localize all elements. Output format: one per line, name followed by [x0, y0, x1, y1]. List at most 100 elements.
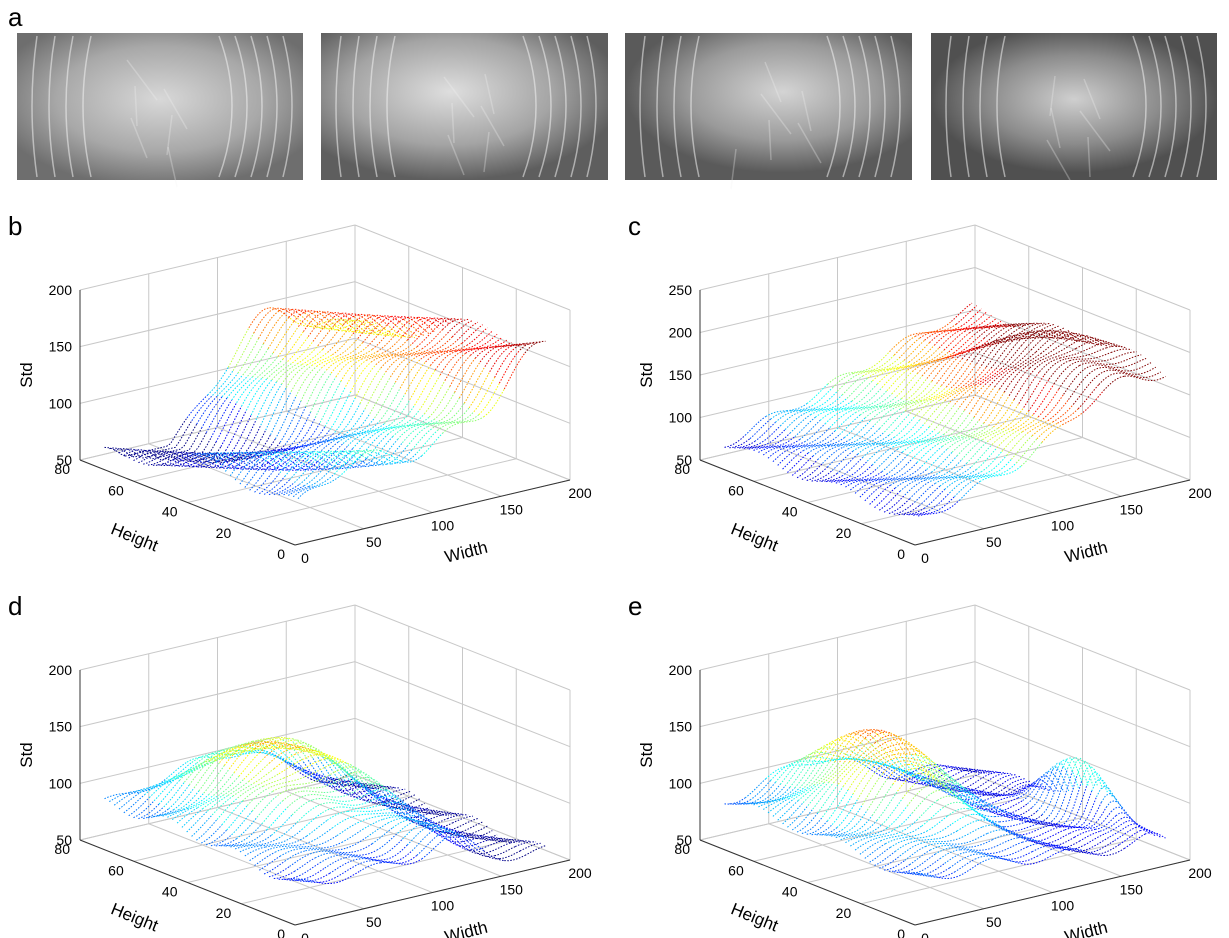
mesh-line: [908, 777, 930, 786]
mesh-line: [1096, 785, 1118, 802]
mesh-line: [129, 788, 151, 793]
mesh-line: [870, 475, 892, 481]
mesh-line: [422, 822, 444, 833]
mesh-line: [244, 846, 266, 857]
mesh-line: [262, 448, 284, 461]
mesh-line: [944, 477, 966, 490]
z-tick-label: 200: [49, 662, 73, 678]
mesh-line: [1119, 830, 1141, 845]
mesh-line: [1110, 806, 1132, 820]
mesh-line: [353, 790, 375, 801]
mesh-line: [969, 778, 991, 792]
mesh-line: [883, 494, 906, 513]
mesh-line: [850, 836, 872, 847]
mesh-line: [1057, 846, 1079, 851]
mesh-line: [836, 799, 859, 828]
mesh-line: [1040, 337, 1062, 355]
mesh-line: [444, 352, 466, 381]
mesh-line: [870, 830, 892, 838]
plot: b05010015020002040608050100150200StdHeig…: [8, 211, 592, 567]
mesh-line: [364, 371, 387, 410]
mesh-line: [920, 385, 942, 402]
mesh-line: [335, 451, 357, 465]
mesh-line: [811, 760, 833, 763]
mesh-line: [1077, 384, 1100, 410]
mesh-line: [1044, 829, 1066, 840]
mesh-line: [355, 322, 377, 332]
panel-label: c: [628, 211, 641, 241]
mesh-line: [185, 432, 207, 455]
mesh-line: [375, 860, 397, 864]
mesh-line: [900, 738, 922, 756]
mesh-line: [839, 735, 861, 763]
x-axis: [294, 859, 571, 926]
mesh-line: [381, 838, 403, 856]
mesh-line: [987, 829, 1008, 834]
mesh-line: [955, 305, 978, 325]
mesh-line: [923, 862, 945, 875]
mesh-line: [128, 449, 150, 459]
mesh-line: [851, 464, 873, 480]
mesh-line: [295, 366, 317, 397]
mesh-line: [335, 358, 357, 378]
mesh-line: [1011, 331, 1033, 343]
mesh-line: [397, 316, 419, 333]
mesh-line: [899, 778, 920, 783]
mesh-line: [795, 756, 817, 762]
mesh-line: [748, 445, 770, 450]
mesh-line: [452, 832, 475, 852]
crease: [166, 114, 173, 156]
mesh-line: [306, 352, 328, 366]
mesh-line: [457, 833, 480, 852]
mesh-line: [972, 789, 994, 796]
mesh-line: [910, 380, 933, 402]
mesh-line: [297, 878, 319, 883]
mesh-line: [436, 339, 458, 353]
mesh-line: [432, 421, 454, 429]
mesh-line: [1022, 774, 1044, 801]
mesh-line: [460, 347, 482, 353]
mesh-line: [861, 824, 883, 836]
mesh-line: [1024, 354, 1046, 368]
mesh-line: [256, 465, 278, 471]
mesh-line: [1130, 362, 1152, 372]
mesh-line: [163, 451, 185, 455]
mesh-line: [366, 433, 389, 458]
mesh-line: [975, 795, 997, 810]
mesh-line: [778, 439, 800, 448]
mesh-line: [914, 754, 936, 765]
crease: [979, 35, 988, 178]
mesh-line: [196, 395, 218, 425]
mesh-line: [984, 368, 1006, 385]
mesh-line: [276, 363, 298, 383]
mesh-line: [174, 457, 196, 462]
crease: [1079, 110, 1111, 152]
mesh-line: [951, 302, 973, 322]
mesh-line: [1047, 843, 1069, 851]
mesh-line: [788, 443, 810, 448]
crease: [484, 73, 495, 115]
crease: [1049, 75, 1056, 117]
mesh-line: [890, 400, 912, 408]
z-tick-label: 150: [669, 367, 693, 383]
mesh-line: [342, 313, 365, 326]
mesh-line: [850, 730, 872, 737]
mesh-line: [104, 792, 126, 800]
mesh-line: [329, 860, 351, 874]
mesh-line: [1001, 431, 1023, 452]
mesh-line: [271, 458, 293, 471]
crease: [962, 35, 970, 178]
mesh-line: [1017, 836, 1039, 842]
mesh-line: [806, 466, 828, 481]
mesh-line: [968, 384, 991, 415]
mesh-line: [423, 380, 446, 415]
mesh-line: [255, 838, 277, 846]
mesh-line: [959, 862, 981, 877]
mesh-line: [410, 350, 432, 357]
mesh-line: [375, 788, 397, 814]
mesh-line: [462, 835, 484, 852]
mesh-line: [977, 819, 999, 826]
mesh-line: [884, 410, 906, 433]
mesh-line: [938, 499, 960, 514]
mesh-line: [329, 777, 351, 785]
